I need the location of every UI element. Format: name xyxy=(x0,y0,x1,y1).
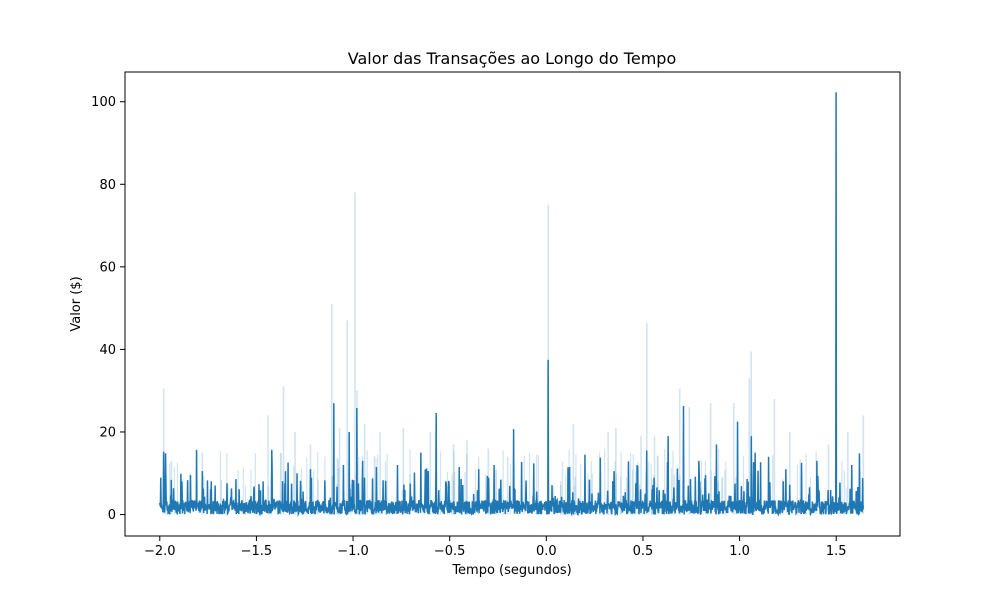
x-tick-label: 0.0 xyxy=(536,544,557,559)
x-tick-label: 0.5 xyxy=(633,544,654,559)
x-axis: −2.0 −1.5 −1.0 −0.5 0.0 0.5 1.0 1.5 xyxy=(144,536,847,559)
y-tick-label: 60 xyxy=(99,260,116,275)
x-axis-label: Tempo (segundos) xyxy=(451,563,571,578)
x-tick-label: −0.5 xyxy=(434,544,466,559)
y-axis-label: Valor ($) xyxy=(69,276,84,331)
y-tick-label: 40 xyxy=(99,343,116,358)
y-tick-label: 20 xyxy=(99,425,116,440)
y-tick-label: 80 xyxy=(99,178,116,193)
plot-background xyxy=(125,72,900,536)
main-series-line xyxy=(159,92,865,517)
x-tick-label: 1.0 xyxy=(729,544,750,559)
y-axis: 0 20 40 60 80 100 xyxy=(91,95,125,523)
main-series-layer xyxy=(159,92,865,517)
x-tick-label: 1.5 xyxy=(826,544,847,559)
plot-area xyxy=(124,71,901,537)
x-tick-label: −1.0 xyxy=(337,544,369,559)
x-tick-label: −2.0 xyxy=(144,544,176,559)
x-tick-label: −1.5 xyxy=(241,544,273,559)
chart-title: Valor das Transações ao Longo do Tempo xyxy=(348,49,676,68)
y-tick-label: 0 xyxy=(108,508,116,523)
y-tick-label: 100 xyxy=(91,95,116,110)
plot-frame xyxy=(124,71,901,537)
